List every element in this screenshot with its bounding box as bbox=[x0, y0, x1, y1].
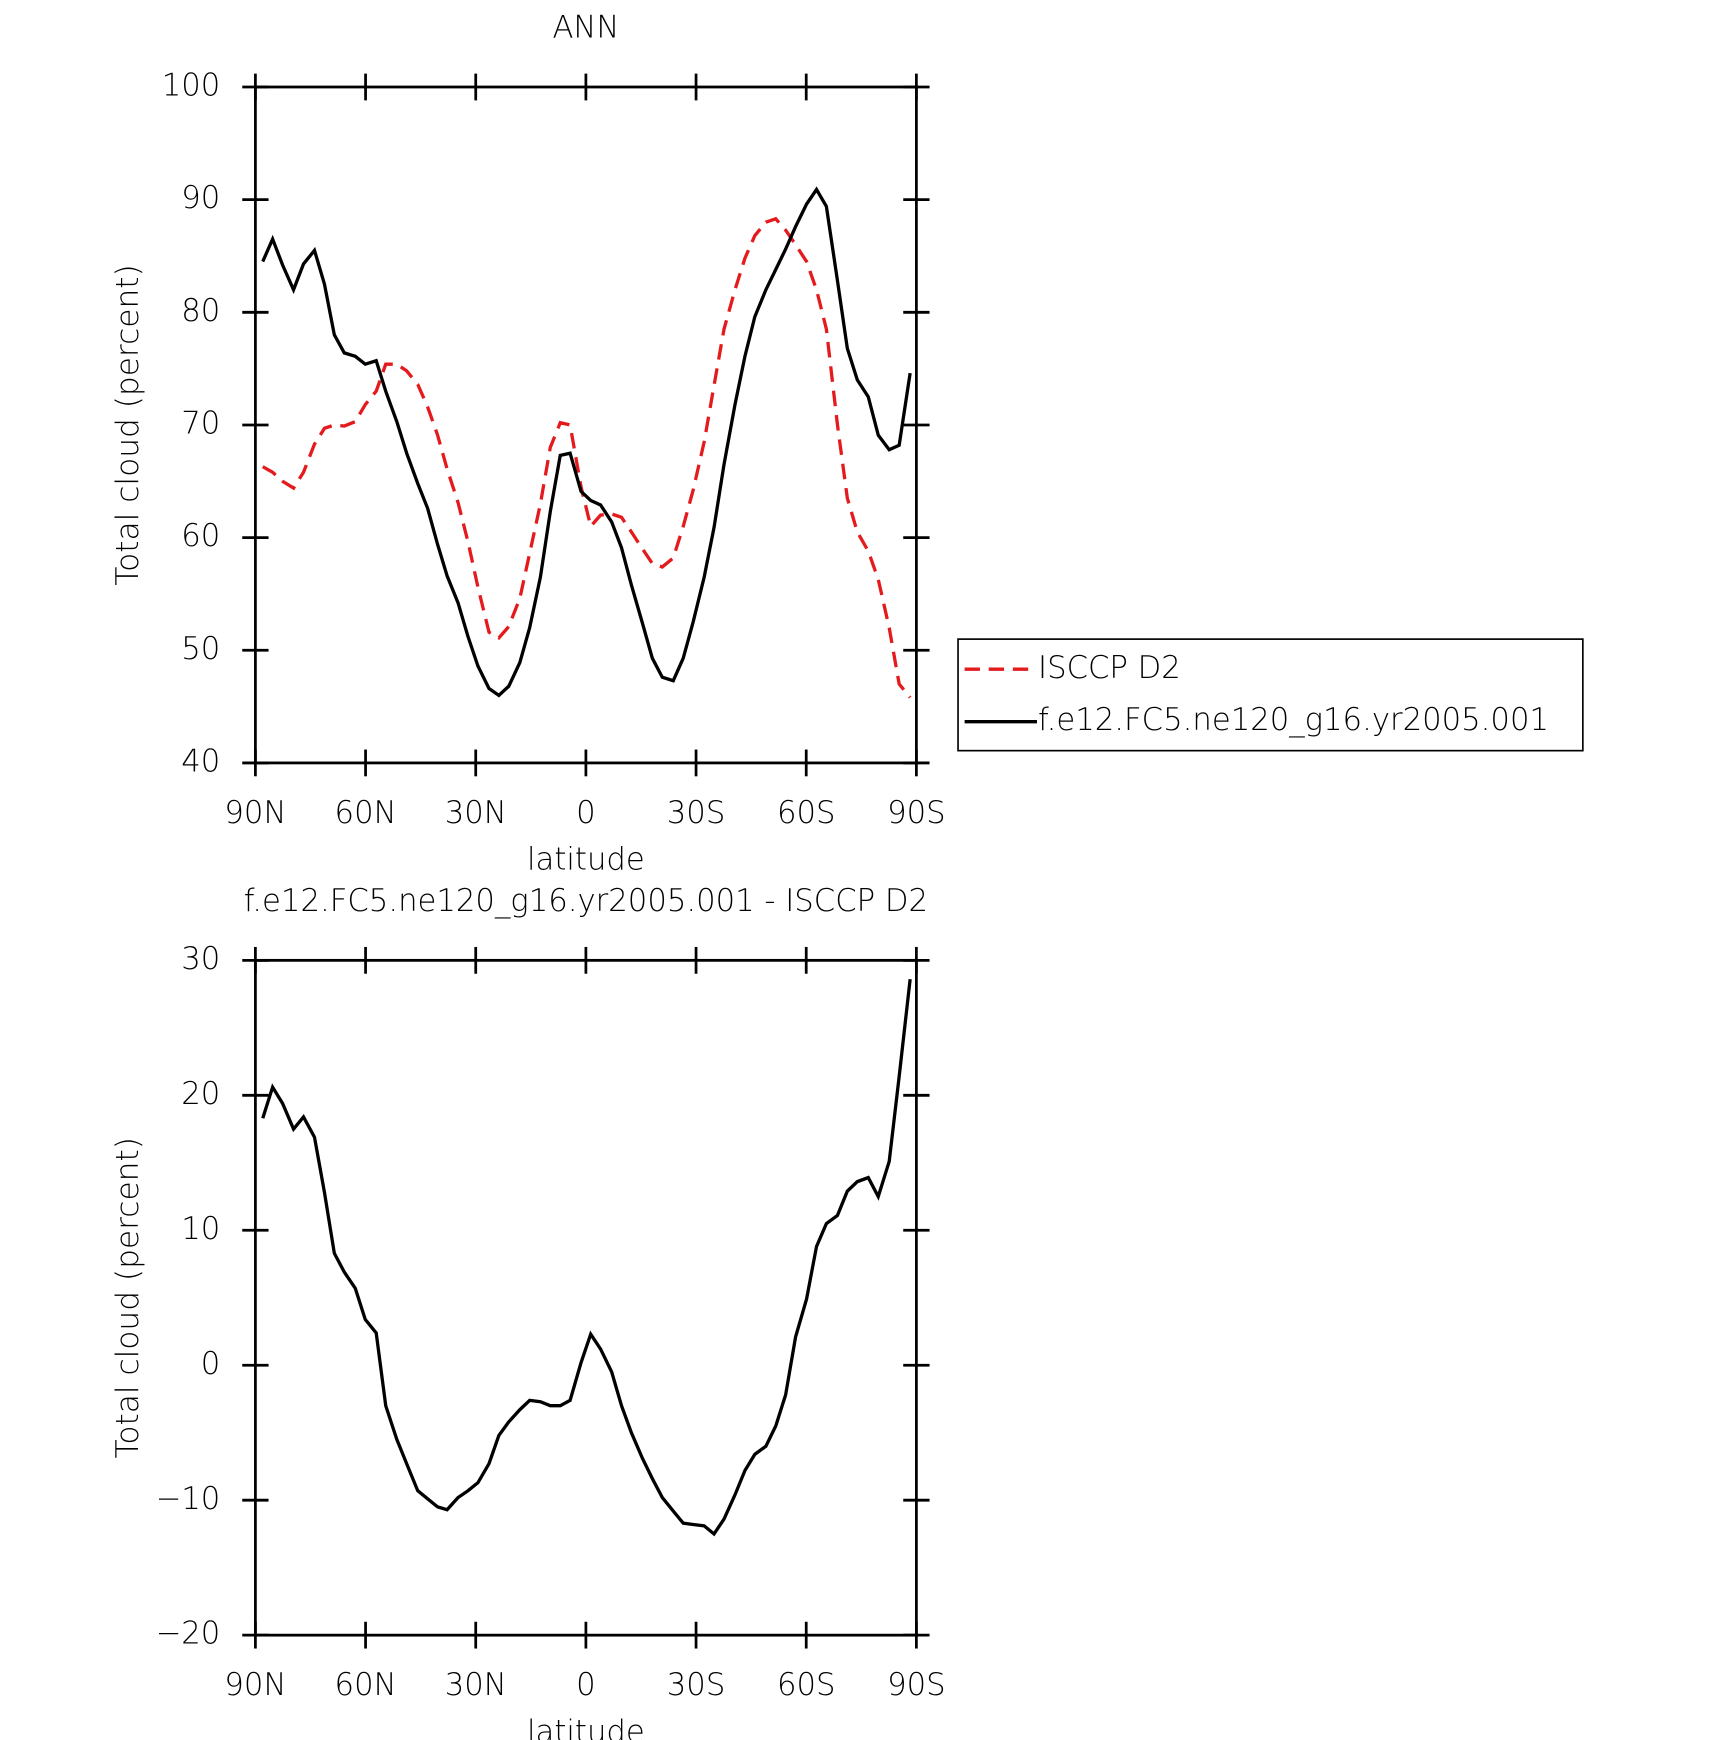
y-tick-label: 100 bbox=[162, 67, 221, 103]
x-tick-label: 0 bbox=[576, 1667, 596, 1703]
x-axis-label: latitude bbox=[527, 1714, 645, 1740]
y-tick-label: 50 bbox=[181, 631, 220, 667]
plot-frame bbox=[254, 85, 918, 765]
y-tick-label: 40 bbox=[181, 743, 220, 779]
y-tick-label: −20 bbox=[156, 1615, 221, 1651]
x-tick-label: 30N bbox=[445, 1667, 507, 1703]
data-line bbox=[261, 216, 912, 699]
x-tick-label: 60N bbox=[335, 795, 397, 831]
y-tick-label: 10 bbox=[181, 1211, 220, 1247]
y-tick-label: 30 bbox=[181, 941, 220, 977]
legend-label: ISCCP D2 bbox=[1038, 650, 1181, 686]
x-tick-label: 90S bbox=[887, 795, 946, 831]
x-tick-label: 30S bbox=[667, 795, 726, 831]
y-axis-label: Total cloud (percent) bbox=[110, 1137, 146, 1458]
chart-title: ANN bbox=[552, 9, 619, 45]
x-tick-label: 90N bbox=[224, 795, 286, 831]
x-tick-label: 90S bbox=[887, 1667, 946, 1703]
y-tick-label: 60 bbox=[181, 518, 220, 554]
y-tick-label: 0 bbox=[201, 1346, 221, 1382]
y-axis-label: Total cloud (percent) bbox=[110, 264, 146, 585]
chart-title: f.e12.FC5.ne120_g16.yr2005.001 - ISCCP D… bbox=[244, 883, 928, 919]
legend-box bbox=[957, 638, 1584, 752]
data-line bbox=[261, 979, 912, 1537]
y-tick-label: 80 bbox=[181, 293, 220, 329]
x-tick-label: 30S bbox=[667, 1667, 726, 1703]
x-tick-label: 60S bbox=[777, 795, 836, 831]
x-tick-label: 30N bbox=[445, 795, 507, 831]
legend-label: f.e12.FC5.ne120_g16.yr2005.001 bbox=[1038, 702, 1549, 738]
x-axis-label: latitude bbox=[527, 841, 645, 877]
x-tick-label: 90N bbox=[224, 1667, 286, 1703]
y-tick-label: 90 bbox=[181, 180, 220, 216]
y-tick-label: −10 bbox=[156, 1481, 221, 1517]
y-tick-label: 70 bbox=[181, 405, 220, 441]
x-tick-label: 60S bbox=[777, 1667, 836, 1703]
x-tick-label: 60N bbox=[335, 1667, 397, 1703]
plot-frame bbox=[254, 958, 918, 1637]
y-tick-label: 20 bbox=[181, 1076, 220, 1112]
data-line bbox=[261, 186, 912, 698]
x-tick-label: 0 bbox=[576, 795, 596, 831]
